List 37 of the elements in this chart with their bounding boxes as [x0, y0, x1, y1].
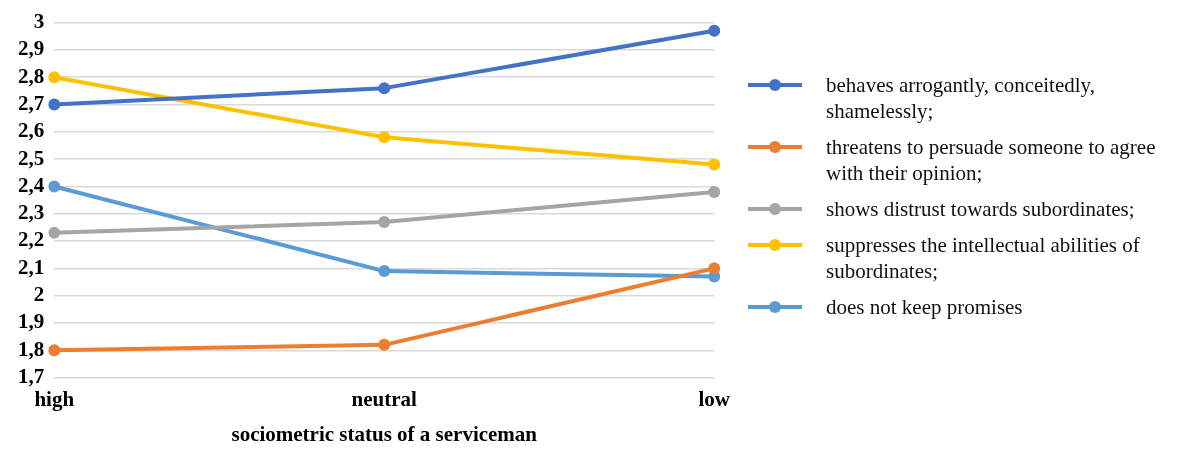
point — [708, 24, 721, 37]
legend-label: suppresses the intellectual abilities of subordinates; — [826, 232, 1141, 284]
y-tick-label: 2,2 — [18, 227, 45, 252]
x-tick-label: neutral — [351, 386, 418, 411]
y-tick-label: 1,8 — [18, 336, 45, 361]
legend-label: does not keep promises — [826, 294, 1023, 320]
y-tick-label: 3 — [33, 9, 45, 34]
point — [708, 185, 721, 198]
point — [48, 180, 61, 193]
point — [708, 262, 721, 275]
legend-label: behaves arrogantly, conceitedly, shamelessly; — [826, 72, 1096, 124]
y-tick-label: 2,3 — [18, 200, 45, 225]
point — [708, 158, 721, 171]
y-tick-label: 2,6 — [18, 118, 45, 143]
y-tick-label: 2,7 — [18, 90, 45, 115]
y-tick-label: 2,8 — [18, 63, 45, 88]
y-tick-label: 1,7 — [18, 364, 45, 389]
y-tick-label: 1,9 — [18, 309, 45, 334]
point — [378, 131, 391, 144]
point — [48, 71, 61, 84]
x-tick-label: high — [34, 386, 75, 411]
point — [378, 265, 391, 278]
x-tick-label: low — [698, 386, 731, 411]
point — [48, 98, 61, 111]
y-tick-label: 2,4 — [18, 172, 45, 197]
x-axis-title: sociometric status of a serviceman — [231, 421, 538, 446]
y-tick-label: 2 — [33, 282, 45, 307]
y-tick-label: 2,5 — [18, 145, 45, 170]
y-tick-label: 2,9 — [18, 36, 45, 61]
point — [378, 215, 391, 228]
point — [48, 344, 61, 357]
point — [378, 338, 391, 351]
legend-label: threatens to persuade someone to agree with their opinion; — [826, 134, 1157, 186]
y-tick-label: 2,1 — [18, 254, 45, 279]
point — [48, 226, 61, 239]
point — [378, 82, 391, 95]
legend-label: shows distrust towards subordinates; — [826, 196, 1135, 222]
